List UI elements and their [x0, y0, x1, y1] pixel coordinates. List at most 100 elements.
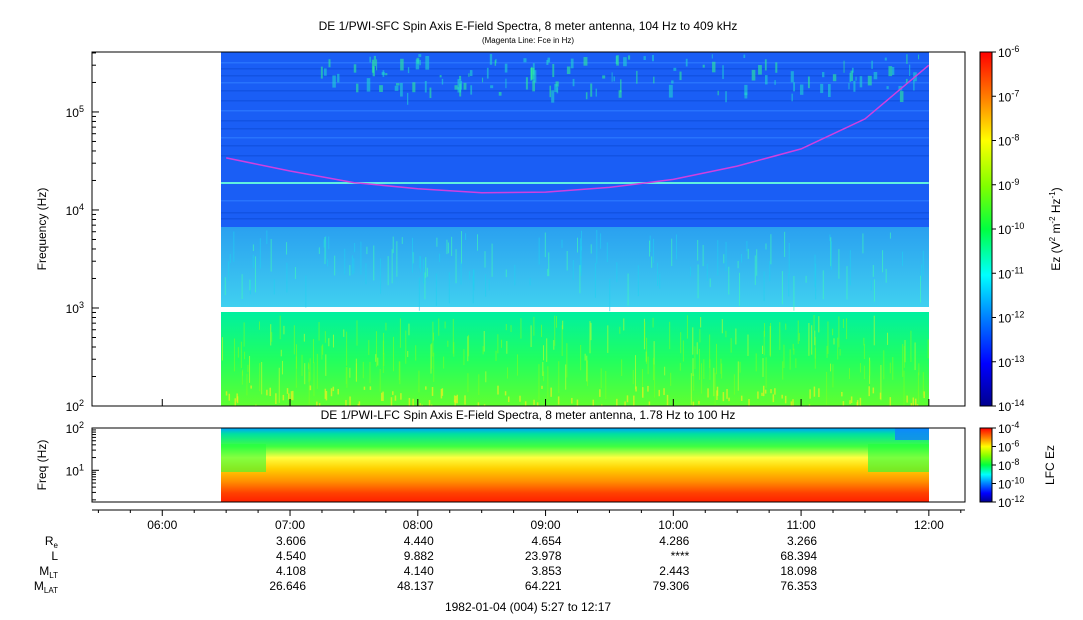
- sfc-texture-streak: [241, 371, 243, 385]
- sfc-texture-streak: [706, 263, 708, 281]
- sfc-texture-burst: [468, 73, 470, 77]
- sfc-texture-burst: [469, 70, 473, 77]
- sfc-texture-streak: [762, 345, 764, 354]
- sfc-texture-streak: [788, 242, 790, 276]
- sfc-texture-streak: [733, 374, 735, 395]
- sfc-texture-streak: [903, 370, 905, 406]
- sfc-texture-speckle: [430, 404, 433, 406]
- sfc-texture-streak: [788, 273, 790, 297]
- sfc-texture-streak: [254, 256, 256, 293]
- sfc-texture-streak: [728, 266, 730, 295]
- sfc-texture-burst: [470, 85, 473, 95]
- sfc-texture-streak: [237, 347, 239, 358]
- sfc-texture-streak: [249, 279, 251, 295]
- sfc-texture-speckle: [431, 387, 434, 396]
- sfc-colorbar-tick-label: 10-14: [998, 398, 1024, 414]
- sfc-texture-burst: [743, 54, 746, 59]
- sfc-texture-burst: [407, 67, 410, 74]
- sfc-texture-speckle: [392, 391, 394, 395]
- sfc-texture-speckle: [879, 392, 882, 400]
- sfc-texture-speckle: [784, 395, 787, 404]
- sfc-texture-burst: [712, 61, 716, 73]
- sfc-texture-streak: [846, 318, 848, 340]
- sfc-texture-speckle: [408, 397, 411, 406]
- sfc-texture-streak: [829, 234, 831, 242]
- sfc-texture-streak: [579, 265, 581, 294]
- sfc-texture-streak: [870, 279, 872, 291]
- sfc-texture-streak: [830, 241, 832, 271]
- ephemeris-value: 79.306: [653, 579, 690, 593]
- sfc-texture-burst: [867, 75, 872, 86]
- sfc-texture-streak: [914, 342, 916, 371]
- sfc-texture-burst: [653, 76, 655, 84]
- sfc-texture-streak: [641, 369, 643, 397]
- sfc-texture-burst: [441, 78, 444, 85]
- sfc-texture-speckle: [635, 386, 637, 392]
- sfc-texture-streak: [392, 336, 394, 372]
- sfc-frame: [91, 51, 966, 407]
- sfc-texture-streak: [769, 335, 771, 357]
- sfc-texture-streak: [242, 369, 244, 376]
- sfc-texture-streak: [797, 320, 799, 345]
- sfc-texture-streak: [723, 254, 725, 264]
- sfc-texture-streak: [286, 262, 288, 293]
- sfc-texture-streak: [882, 250, 884, 273]
- sfc-texture-streak: [259, 363, 261, 392]
- sfc-texture-burst: [570, 58, 574, 69]
- sfc-texture-streak: [385, 322, 387, 331]
- sfc-texture-burst: [439, 75, 442, 78]
- sfc-texture-speckle: [536, 402, 539, 406]
- sfc-texture-streak: [740, 253, 742, 263]
- sfc-texture-streak: [369, 361, 371, 384]
- sfc-texture-streak: [783, 344, 785, 369]
- sfc-texture-speckle: [666, 394, 669, 406]
- sfc-texture-streak: [431, 342, 433, 369]
- sfc-y-tick-label: 102: [66, 398, 84, 414]
- sfc-texture-streak: [849, 368, 851, 379]
- sfc-texture-speckle: [576, 399, 579, 406]
- sfc-y-tick-label: 104: [66, 202, 84, 218]
- sfc-texture-burst: [372, 66, 375, 77]
- sfc-texture-burst: [679, 71, 682, 81]
- sfc-texture-streak: [324, 237, 326, 265]
- ephemeris-value: 4.540: [276, 549, 306, 563]
- ephemeris-value: 4.108: [276, 564, 306, 578]
- sfc-texture-burst: [620, 79, 622, 93]
- sfc-texture-streak: [649, 235, 651, 253]
- sfc-texture-streak: [412, 237, 414, 273]
- sfc-texture-speckle: [906, 395, 908, 403]
- sfc-texture-streak: [721, 363, 723, 379]
- sfc-texture-streak: [430, 344, 432, 374]
- sfc-texture-streak: [659, 273, 661, 289]
- sfc-texture-burst: [369, 56, 371, 63]
- sfc-texture-burst: [415, 59, 420, 70]
- sfc-texture-streak: [304, 363, 306, 385]
- sfc-texture-streak: [452, 318, 454, 354]
- sfc-texture-streak: [554, 315, 556, 346]
- sfc-texture-streak: [433, 332, 435, 341]
- sfc-texture-speckle: [290, 391, 293, 400]
- sfc-texture-streak: [349, 367, 351, 378]
- sfc-texture-speckle: [363, 386, 366, 390]
- sfc-texture-burst: [525, 77, 528, 90]
- sfc-texture-streak: [467, 336, 469, 362]
- sfc-texture-streak: [313, 362, 315, 397]
- sfc-colorbar-tick-label: 10-10: [998, 221, 1024, 237]
- sfc-texture-burst: [328, 59, 331, 68]
- sfc-texture-speckle: [380, 392, 383, 401]
- sfc-texture-speckle: [850, 396, 853, 404]
- ephemeris-value: 26.646: [269, 579, 306, 593]
- sfc-texture-burst: [572, 78, 575, 87]
- sfc-texture-speckle: [412, 398, 414, 406]
- sfc-texture-streak: [446, 239, 448, 255]
- sfc-texture-streak: [500, 339, 502, 348]
- sfc-texture-streak: [529, 278, 531, 286]
- sfc-texture-streak: [325, 354, 327, 376]
- sfc-texture-streak: [355, 358, 357, 382]
- sfc-texture-speckle: [464, 395, 466, 405]
- sfc-texture-streak: [408, 323, 410, 336]
- sfc-texture-streak: [716, 343, 718, 375]
- sfc-texture-streak: [689, 266, 691, 277]
- sfc-texture-speckle: [770, 389, 772, 394]
- sfc-texture-streak: [763, 323, 765, 337]
